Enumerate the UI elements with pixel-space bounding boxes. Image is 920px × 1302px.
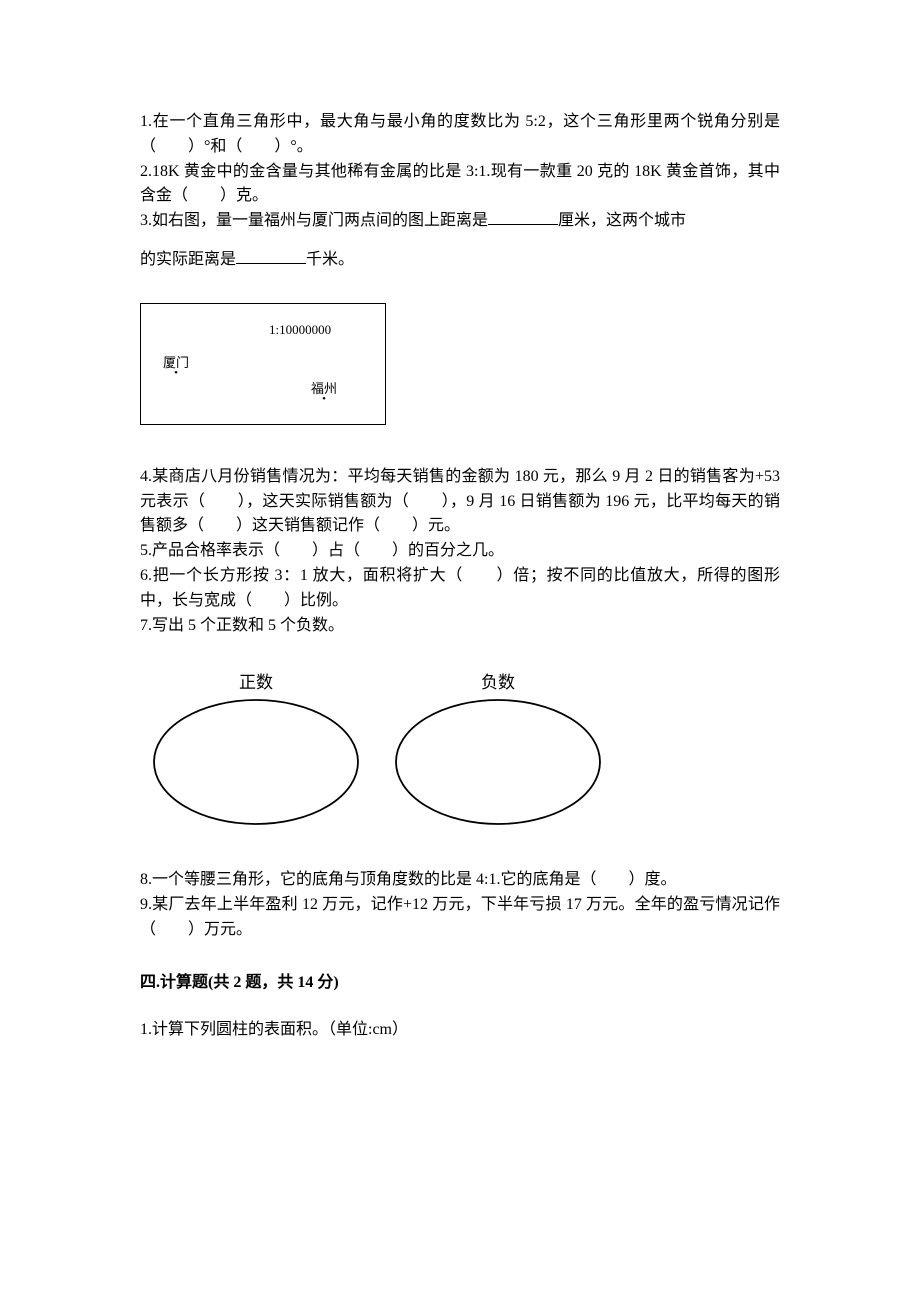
- ovals-diagram: 正数 负数: [140, 666, 780, 834]
- q3-text-d: 千米。: [306, 251, 354, 268]
- question-1: 1.在一个直角三角形中，最大角与最小角的度数比为 5:2，这个三角形里两个锐角分…: [140, 110, 780, 160]
- question-3-line1: 3.如右图，量一量福州与厦门两点间的图上距离是 厘米，这两个城市: [140, 209, 780, 234]
- question-3-line2: 的实际距离是 千米。: [140, 248, 780, 273]
- document-page: 1.在一个直角三角形中，最大角与最小角的度数比为 5:2，这个三角形里两个锐角分…: [0, 0, 920, 1142]
- question-2: 2.18K 黄金中的金含量与其他稀有金属的比是 3:1.现有一款重 20 克的 …: [140, 160, 780, 210]
- blank-distance-km: [236, 249, 306, 264]
- oval-positive: [154, 700, 358, 824]
- section-4-question-1: 1.计算下列圆柱的表面积。（单位:cm）: [140, 1018, 780, 1043]
- map-diagram: 1:10000000 厦门 • 福州 •: [140, 303, 386, 425]
- question-5: 5.产品合格率表示（ ）占（ ）的百分之几。: [140, 539, 780, 564]
- q3-text-a: 3.如右图，量一量福州与厦门两点间的图上距离是: [140, 212, 488, 229]
- ovals-svg: 正数 负数: [140, 666, 610, 834]
- oval-label-positive: 正数: [239, 673, 273, 692]
- map-city-fuzhou: 福州 •: [311, 382, 337, 403]
- oval-negative: [396, 700, 600, 824]
- city-dot-fuzhou: •: [311, 396, 337, 403]
- q3-text-b: 厘米，这两个城市: [558, 212, 686, 229]
- section-4-heading: 四.计算题(共 2 题，共 14 分): [140, 971, 780, 996]
- oval-label-negative: 负数: [481, 673, 515, 692]
- question-8: 8.一个等腰三角形，它的底角与顶角度数的比是 4:1.它的底角是（ ）度。: [140, 868, 780, 893]
- question-7: 7.写出 5 个正数和 5 个负数。: [140, 614, 780, 639]
- question-4: 4.某商店八月份销售情况为：平均每天销售的金额为 180 元，那么 9 月 2 …: [140, 465, 780, 539]
- map-scale-label: 1:10000000: [269, 320, 331, 340]
- question-6: 6.把一个长方形按 3：1 放大，面积将扩大（ ）倍；按不同的比值放大，所得的图…: [140, 564, 780, 614]
- map-city-xiamen: 厦门 •: [163, 356, 189, 377]
- q3-text-c: 的实际距离是: [140, 251, 236, 268]
- question-9: 9.某厂去年上半年盈利 12 万元，记作+12 万元，下半年亏损 17 万元。全…: [140, 893, 780, 943]
- blank-distance-map: [488, 210, 558, 225]
- city-dot-xiamen: •: [163, 370, 189, 377]
